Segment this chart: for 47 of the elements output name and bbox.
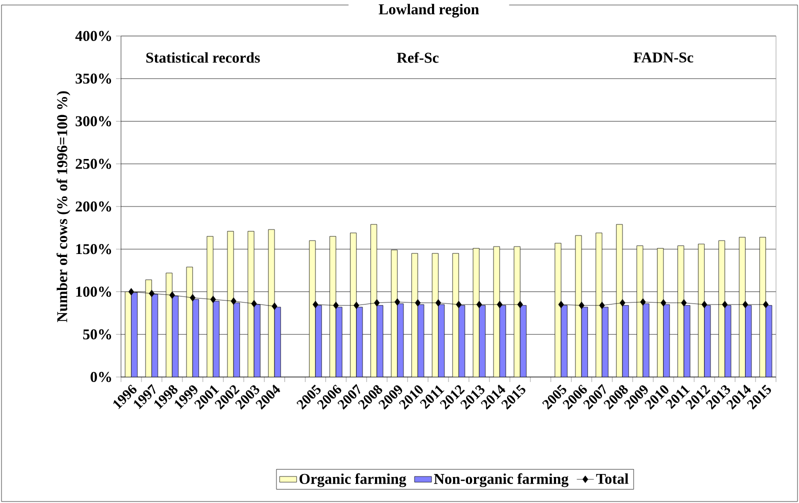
point <box>702 300 708 308</box>
y-tick-label: 300% <box>76 116 112 126</box>
point <box>640 298 646 306</box>
point <box>456 300 462 308</box>
point <box>251 300 257 308</box>
point <box>558 300 564 308</box>
y-tick-label: 150% <box>76 244 112 254</box>
point <box>333 302 339 310</box>
point <box>620 299 626 307</box>
point <box>374 299 380 307</box>
y-tick-label: 250% <box>76 158 112 169</box>
point <box>599 302 605 310</box>
point <box>476 300 482 308</box>
point <box>312 300 318 308</box>
y-tick-label: 100% <box>76 286 112 297</box>
point <box>230 297 236 305</box>
point <box>210 296 216 304</box>
point <box>354 302 360 310</box>
point <box>660 299 666 307</box>
point <box>272 302 278 310</box>
point <box>742 300 748 308</box>
point <box>722 300 728 308</box>
annotation: Ref-Sc <box>396 52 439 63</box>
annotation: FADN-Sc <box>634 52 694 62</box>
y-tick-label: 50% <box>83 329 112 340</box>
point <box>496 300 502 308</box>
y-tick-label: 200% <box>76 201 112 212</box>
point <box>435 299 442 307</box>
point <box>578 302 584 310</box>
point <box>394 298 400 306</box>
y-tick-label: 0% <box>90 372 112 382</box>
point <box>190 294 196 302</box>
y-tick-label: 350% <box>76 74 112 84</box>
y-axis-title: Number of cows (% of 1996=100 %) <box>56 91 70 322</box>
y-tick-label: 400% <box>75 30 112 42</box>
point <box>169 291 175 299</box>
legend-label: Non-organic farming <box>434 473 568 488</box>
point <box>681 299 687 307</box>
point <box>128 288 134 296</box>
point <box>517 300 523 308</box>
chart-title: Lowland region <box>378 4 479 18</box>
point <box>762 300 769 308</box>
point <box>148 290 155 298</box>
legend-label: Total <box>596 473 628 484</box>
annotation: Statistical records <box>146 52 260 63</box>
point <box>414 299 421 307</box>
legend-label: Organic farming <box>300 473 406 488</box>
